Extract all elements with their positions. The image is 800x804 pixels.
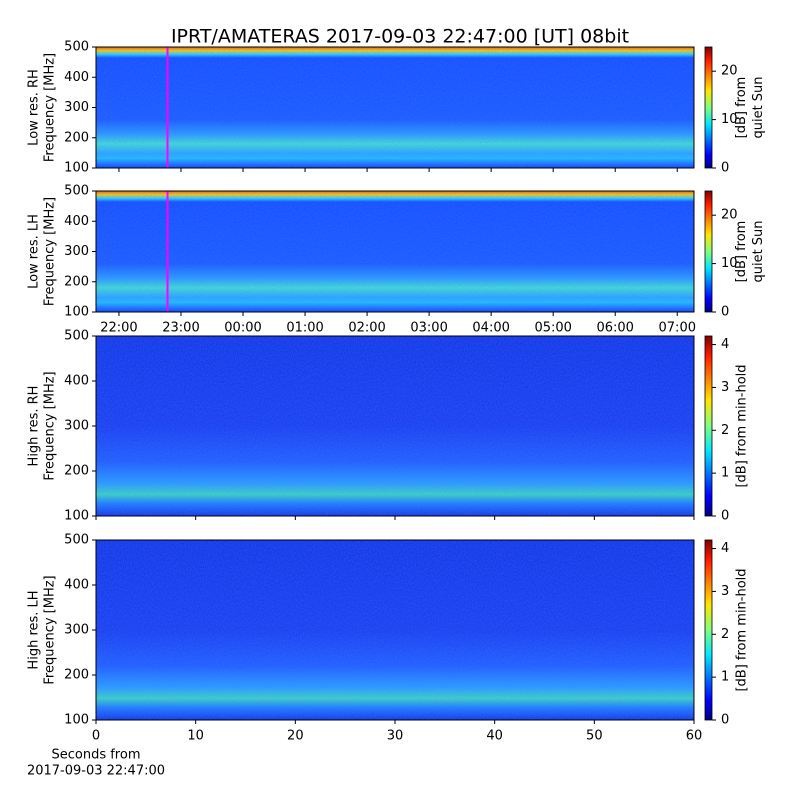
y-tick-label: 500	[64, 184, 89, 199]
y-tick-label: 500	[64, 329, 89, 344]
colorbar-tick-label: 2	[721, 627, 729, 642]
y-tick-label: 300	[64, 244, 89, 259]
y-tick-label: 100	[64, 713, 89, 728]
colorbar-tick-label: 3	[721, 584, 729, 599]
colorbar-tick-label: 0	[721, 713, 729, 728]
figure-title: IPRT/AMATERAS 2017-09-03 22:47:00 [UT] 0…	[171, 26, 629, 48]
x-axis-label: 2017-09-03 22:47:00	[27, 764, 165, 779]
x-tick-label: 07:00	[659, 321, 696, 336]
spectrogram-noise	[96, 47, 694, 168]
x-tick-label: 05:00	[534, 321, 571, 336]
colorbar-tick-label: 20	[721, 64, 738, 79]
y-tick-label: 400	[64, 374, 89, 389]
spectrogram-noise	[96, 540, 694, 720]
colorbar	[704, 539, 713, 721]
x-tick-label: 0	[92, 729, 100, 744]
x-tick-label: 04:00	[472, 321, 509, 336]
x-tick-label: 06:00	[596, 321, 633, 336]
y-tick-label: 300	[64, 100, 89, 115]
y-tick-label: 400	[64, 70, 89, 85]
colorbar-tick-label: 4	[721, 541, 729, 556]
y-axis-label: Frequency [MHz]	[43, 371, 58, 480]
x-tick-label: 60	[686, 729, 703, 744]
x-axis-label: Seconds from	[51, 748, 140, 763]
y-tick-label: 200	[64, 130, 89, 145]
x-tick-label: 22:00	[100, 321, 137, 336]
colorbar-tick-label: 20	[721, 208, 738, 223]
colorbar	[704, 335, 713, 517]
colorbar-label: quiet Sun	[751, 220, 766, 282]
y-axis-label: Frequency [MHz]	[43, 575, 58, 684]
colorbar-tick-label: 2	[721, 423, 729, 438]
y-tick-label: 200	[64, 274, 89, 289]
y-axis-label: Low res. RH	[27, 69, 42, 146]
y-axis-label: High res. LH	[27, 590, 42, 669]
x-tick-label: 30	[387, 729, 404, 744]
y-tick-label: 100	[64, 161, 89, 176]
colorbar-label: quiet Sun	[751, 76, 766, 138]
y-axis-label: Low res. LH	[27, 214, 42, 289]
y-axis-label: Frequency [MHz]	[43, 197, 58, 306]
y-tick-label: 200	[64, 668, 89, 683]
spectrogram-noise	[96, 191, 694, 312]
x-tick-label: 10	[187, 729, 204, 744]
x-tick-label: 50	[586, 729, 603, 744]
colorbar-tick-label: 1	[721, 466, 729, 481]
y-tick-label: 300	[64, 623, 89, 638]
y-axis-label: High res. RH	[27, 386, 42, 467]
y-tick-label: 100	[64, 509, 89, 524]
x-tick-label: 23:00	[162, 321, 199, 336]
colorbar-label: [dB] from min-hold	[735, 568, 750, 691]
x-tick-label: 00:00	[224, 321, 261, 336]
colorbar	[704, 46, 713, 169]
colorbar-tick-label: 0	[721, 161, 729, 176]
colorbar-tick-label: 1	[721, 670, 729, 685]
spectrogram-noise	[96, 336, 694, 516]
colorbar-tick-label: 0	[721, 509, 729, 524]
colorbar-tick-label: 10	[721, 256, 738, 271]
x-tick-label: 03:00	[410, 321, 447, 336]
y-tick-label: 300	[64, 419, 89, 434]
colorbar-tick-label: 3	[721, 380, 729, 395]
y-tick-label: 500	[64, 533, 89, 548]
y-tick-label: 100	[64, 305, 89, 320]
y-tick-label: 200	[64, 464, 89, 479]
colorbar-label: [dB] from	[734, 77, 749, 139]
colorbar-tick-label: 0	[721, 305, 729, 320]
colorbar-label: [dB] from	[734, 221, 749, 283]
y-tick-label: 400	[64, 578, 89, 593]
y-tick-label: 400	[64, 214, 89, 229]
x-tick-label: 02:00	[348, 321, 385, 336]
x-tick-label: 40	[486, 729, 503, 744]
colorbar	[704, 190, 713, 313]
y-tick-label: 500	[64, 40, 89, 55]
colorbar-tick-label: 4	[721, 337, 729, 352]
x-tick-label: 20	[287, 729, 304, 744]
colorbar-label: [dB] from min-hold	[735, 364, 750, 487]
colorbar-tick-label: 10	[721, 112, 738, 127]
y-axis-label: Frequency [MHz]	[43, 53, 58, 162]
x-tick-label: 01:00	[286, 321, 323, 336]
